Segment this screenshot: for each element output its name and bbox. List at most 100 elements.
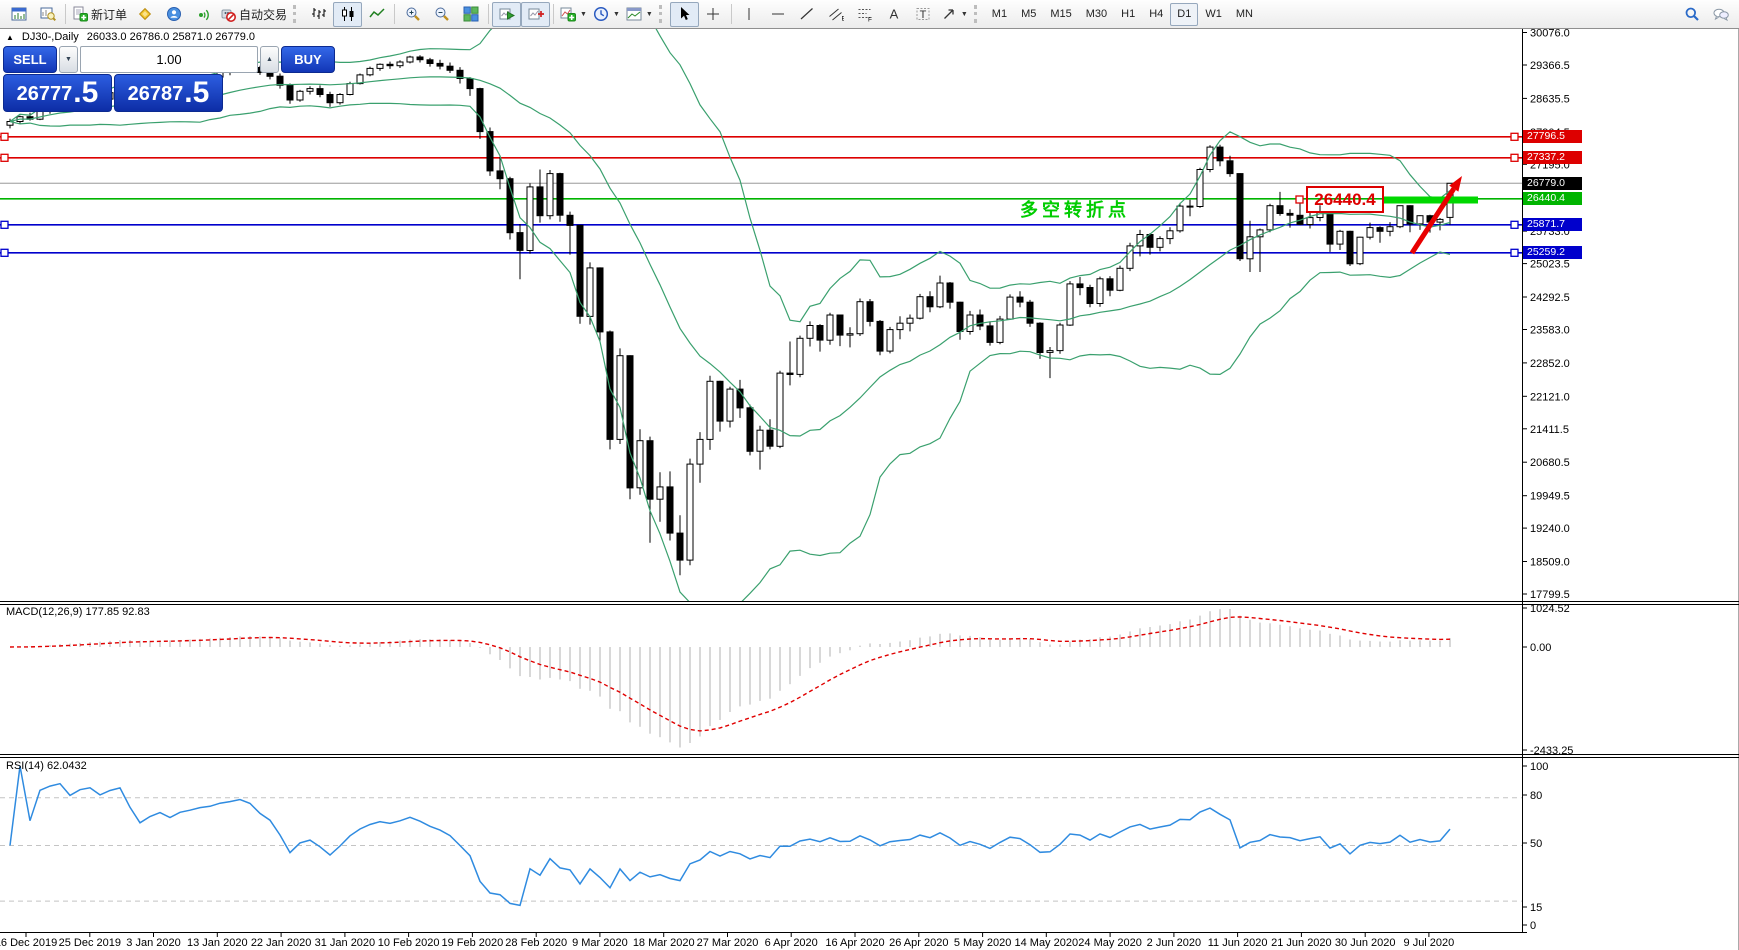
profiles-icon xyxy=(40,7,56,22)
timeframe-h1-button[interactable]: H1 xyxy=(1121,8,1136,20)
text-tool-button[interactable]: A xyxy=(880,2,909,27)
turning-point-annotation[interactable]: 多空转折点 xyxy=(1020,200,1130,220)
horizontal-line-tool-button[interactable] xyxy=(764,2,793,27)
svg-text:22852.0: 22852.0 xyxy=(1530,358,1570,370)
text-tool-icon: A xyxy=(890,7,899,22)
cursor-tool-button[interactable] xyxy=(669,1,699,27)
svg-text:T: T xyxy=(920,9,927,21)
indicators-button[interactable]: ▼ xyxy=(557,2,590,27)
metaeditor-button[interactable] xyxy=(130,2,159,27)
svg-text:18 Mar 2020: 18 Mar 2020 xyxy=(633,937,695,949)
sell-price-display[interactable]: 26777 .5 xyxy=(3,74,112,112)
rsi-indicator-label: RSI(14) 62.0432 xyxy=(6,760,87,772)
line-chart-icon xyxy=(368,8,385,18)
search-button[interactable] xyxy=(1677,2,1706,27)
toolbar-grip xyxy=(658,5,667,23)
mql5-community-button[interactable] xyxy=(159,2,188,27)
svg-text:9 Jul 2020: 9 Jul 2020 xyxy=(1404,937,1455,949)
chat-icon xyxy=(1713,8,1729,22)
tile-windows-button[interactable] xyxy=(456,2,485,27)
svg-text:80: 80 xyxy=(1530,790,1542,802)
price-level-callout[interactable]: 26440.4 xyxy=(1306,186,1384,213)
new-order-button[interactable]: 新订单 xyxy=(69,2,130,27)
svg-text:14 May 2020: 14 May 2020 xyxy=(1014,937,1078,949)
zoom-out-button[interactable] xyxy=(427,2,456,27)
svg-text:16 Dec 2019: 16 Dec 2019 xyxy=(0,937,57,949)
horizontal-level-lines[interactable] xyxy=(0,132,1522,257)
rsi-indicator xyxy=(0,765,1522,907)
chat-button[interactable] xyxy=(1706,2,1735,27)
timeframe-m15-button[interactable]: M15 xyxy=(1050,8,1072,20)
svg-text:18509.0: 18509.0 xyxy=(1530,557,1570,569)
svg-text:E: E xyxy=(842,16,845,23)
bar-chart-button[interactable] xyxy=(304,2,333,27)
svg-text:0.00: 0.00 xyxy=(1530,642,1551,654)
svg-text:19240.0: 19240.0 xyxy=(1530,523,1570,535)
buy-price-display[interactable]: 26787 .5 xyxy=(114,74,223,112)
new-order-label: 新订单 xyxy=(91,7,128,22)
trendline-tool-button[interactable] xyxy=(793,2,822,27)
svg-text:28635.5: 28635.5 xyxy=(1530,93,1570,105)
periods-button[interactable]: ▼ xyxy=(590,2,623,27)
auto-scroll-button[interactable] xyxy=(492,1,522,27)
one-click-trading-panel: SELL ▼ ▲ BUY 26777 .5 26787 .5 xyxy=(3,46,335,112)
profiles-button[interactable] xyxy=(33,2,62,27)
sell-button[interactable]: SELL xyxy=(3,46,57,73)
vertical-line-tool-button[interactable] xyxy=(735,2,764,27)
volume-input[interactable] xyxy=(80,46,258,73)
indicators-dropdown-caret: ▼ xyxy=(580,10,587,18)
svg-text:13 Jan 2020: 13 Jan 2020 xyxy=(187,937,248,949)
templates-button[interactable]: ▼ xyxy=(623,2,656,27)
fibonacci-icon: F xyxy=(858,9,872,23)
buy-button[interactable]: BUY xyxy=(281,46,335,73)
chart-annotations[interactable] xyxy=(1295,176,1478,255)
cursor-icon xyxy=(681,7,690,20)
toolbar-separator xyxy=(65,4,66,24)
svg-text:10 Feb 2020: 10 Feb 2020 xyxy=(378,937,440,949)
svg-text:21411.5: 21411.5 xyxy=(1530,424,1569,436)
timeframe-m1-button[interactable]: M1 xyxy=(991,8,1008,20)
svg-text:24 May 2020: 24 May 2020 xyxy=(1078,937,1142,949)
candlestick-chart-icon xyxy=(341,7,354,21)
timeframe-h4-button[interactable]: H4 xyxy=(1149,8,1164,20)
svg-text:F: F xyxy=(868,17,872,23)
buy-price-fraction: .5 xyxy=(184,76,210,109)
timeframe-m5-button[interactable]: M5 xyxy=(1021,8,1037,20)
line-chart-button[interactable] xyxy=(362,2,391,27)
timeframe-mn-button[interactable]: MN xyxy=(1235,8,1253,20)
svg-text:25023.5: 25023.5 xyxy=(1530,259,1570,271)
trendline-icon xyxy=(800,8,814,20)
label-tool-button[interactable]: T xyxy=(909,2,938,27)
horizontal-line-icon xyxy=(772,13,785,15)
svg-text:11 Jun 2020: 11 Jun 2020 xyxy=(1208,937,1268,949)
candlestick-chart-button[interactable] xyxy=(333,1,363,27)
vertical-line-icon xyxy=(748,8,750,20)
search-icon xyxy=(1685,7,1699,21)
chart-windows-button[interactable] xyxy=(4,2,33,27)
svg-text:15: 15 xyxy=(1530,902,1542,914)
svg-text:1024.52: 1024.52 xyxy=(1530,603,1570,615)
sell-price-main: 26777 xyxy=(16,83,73,105)
label-tool-icon: T xyxy=(916,8,930,21)
bar-chart-icon xyxy=(311,8,326,19)
signals-button[interactable] xyxy=(188,2,217,27)
fibonacci-tool-button[interactable]: F xyxy=(851,2,880,27)
volume-increase-button[interactable]: ▲ xyxy=(260,46,279,73)
timeframe-m30-button[interactable]: M30 xyxy=(1085,8,1108,20)
crosshair-icon xyxy=(707,8,720,20)
chart-shift-button[interactable] xyxy=(521,1,551,27)
crosshair-tool-button[interactable] xyxy=(699,2,728,27)
shapes-tool-button[interactable]: ▼ xyxy=(938,2,971,27)
svg-text:24292.5: 24292.5 xyxy=(1530,292,1570,304)
zoom-in-button[interactable] xyxy=(398,2,427,27)
channel-tool-button[interactable]: E xyxy=(822,2,851,27)
volume-decrease-button[interactable]: ▼ xyxy=(59,46,78,73)
timeframe-d1-button[interactable]: D1 xyxy=(1170,2,1199,26)
autotrading-button[interactable]: 自动交易 xyxy=(217,2,290,27)
svg-text:2 Jun 2020: 2 Jun 2020 xyxy=(1147,937,1201,949)
panel-collapse-icon[interactable]: ▲ xyxy=(6,32,14,42)
equidistant-channel-icon: E xyxy=(829,8,845,23)
svg-text:21 Jun 2020: 21 Jun 2020 xyxy=(1271,937,1332,949)
timeframe-w1-button[interactable]: W1 xyxy=(1205,8,1222,20)
